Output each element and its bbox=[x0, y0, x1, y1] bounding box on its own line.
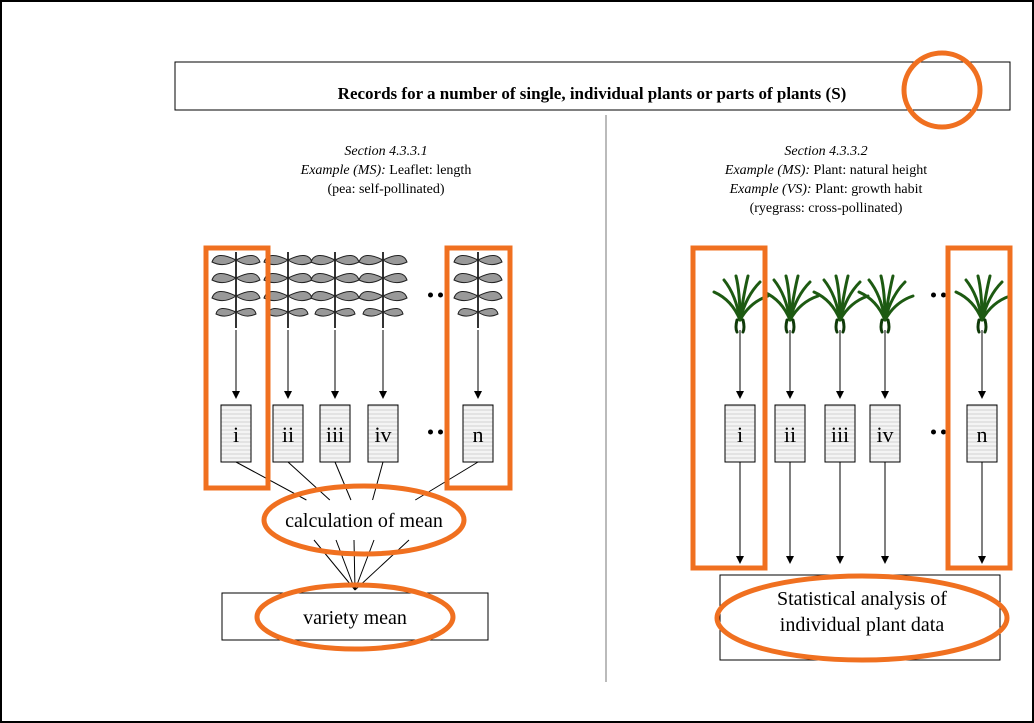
record-box bbox=[367, 404, 399, 463]
example: Example (MS): Leaflet: length bbox=[300, 163, 472, 178]
note: (pea: self-pollinated) bbox=[327, 182, 444, 197]
connector bbox=[372, 461, 384, 501]
record-label: i bbox=[737, 422, 743, 447]
process-label: calculation of mean bbox=[285, 510, 443, 532]
section: Section 4.3.3.2 bbox=[784, 144, 867, 159]
connector bbox=[287, 461, 331, 501]
record-box bbox=[319, 404, 351, 463]
record-box bbox=[966, 404, 998, 463]
dot bbox=[428, 429, 433, 435]
connector bbox=[354, 539, 410, 591]
result-label: variety mean bbox=[303, 607, 407, 629]
connector bbox=[354, 539, 375, 591]
connector bbox=[335, 539, 356, 591]
result-label: Statistical analysis of bbox=[777, 588, 947, 610]
record-label: ii bbox=[282, 422, 294, 447]
connector bbox=[334, 461, 352, 501]
dot bbox=[438, 429, 443, 435]
plant-icon bbox=[762, 274, 820, 334]
highlight bbox=[945, 245, 1013, 571]
plant-icon bbox=[712, 274, 770, 334]
result-box bbox=[719, 574, 1001, 661]
plant-icon bbox=[358, 251, 408, 329]
dot bbox=[941, 292, 946, 298]
record-label: ii bbox=[784, 422, 796, 447]
highlight bbox=[714, 573, 1010, 663]
example-label: Example (MS): bbox=[724, 163, 810, 178]
plant-icon bbox=[211, 251, 261, 329]
example-text: Leaflet: length bbox=[389, 163, 471, 178]
plant-icon bbox=[263, 251, 313, 329]
result-label: individual plant data bbox=[780, 614, 945, 636]
dot bbox=[438, 292, 443, 298]
record-box bbox=[462, 404, 494, 463]
connector bbox=[313, 539, 356, 591]
example-text: Plant: growth habit bbox=[815, 182, 922, 197]
example: Example (VS): Plant: growth habit bbox=[729, 182, 923, 197]
example-label: Example (VS): bbox=[729, 182, 812, 197]
record-box bbox=[824, 404, 856, 463]
plant-icon bbox=[812, 274, 870, 334]
dot bbox=[931, 429, 936, 435]
plant-icon bbox=[310, 251, 360, 329]
connector bbox=[353, 539, 356, 591]
dot bbox=[931, 292, 936, 298]
title-box bbox=[174, 61, 1011, 111]
highlight bbox=[444, 245, 513, 491]
highlight bbox=[901, 50, 983, 130]
highlight bbox=[261, 483, 467, 557]
record-label: n bbox=[977, 422, 988, 447]
example-text: Plant: natural height bbox=[814, 163, 928, 178]
record-label: n bbox=[473, 422, 484, 447]
highlight bbox=[203, 245, 271, 491]
highlight bbox=[690, 245, 768, 571]
record-label: iv bbox=[876, 422, 893, 447]
record-box bbox=[869, 404, 901, 463]
record-label: iv bbox=[374, 422, 391, 447]
dot bbox=[941, 429, 946, 435]
record-box bbox=[724, 404, 756, 463]
record-label: iii bbox=[326, 422, 344, 447]
record-box bbox=[774, 404, 806, 463]
plant-icon bbox=[954, 274, 1012, 334]
record-label: iii bbox=[831, 422, 849, 447]
record-box bbox=[220, 404, 252, 463]
record-box bbox=[272, 404, 304, 463]
dot bbox=[428, 292, 433, 298]
record-label: i bbox=[233, 422, 239, 447]
example: Example (MS): Plant: natural height bbox=[724, 163, 927, 178]
highlight bbox=[254, 582, 456, 652]
title: Records for a number of single, individu… bbox=[338, 84, 847, 103]
plant-icon bbox=[453, 251, 503, 329]
example-label: Example (MS): bbox=[300, 163, 386, 178]
note: (ryegrass: cross-pollinated) bbox=[750, 201, 903, 216]
section: Section 4.3.3.1 bbox=[344, 144, 427, 159]
plant-icon bbox=[857, 274, 915, 334]
